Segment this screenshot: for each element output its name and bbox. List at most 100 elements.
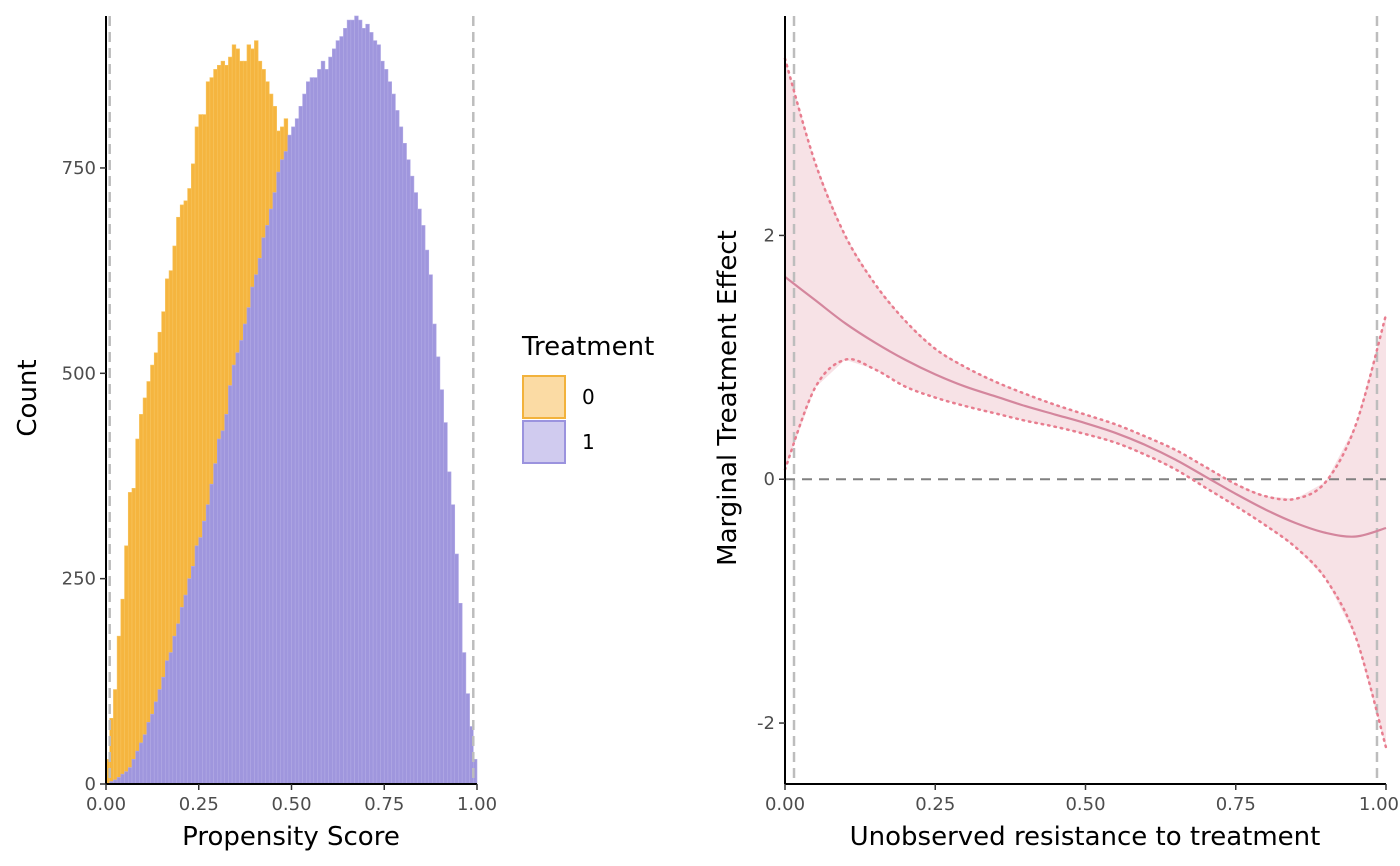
mte-y-tick-label: -2 bbox=[757, 713, 775, 734]
histogram-bar-0 bbox=[131, 487, 136, 785]
mte-y-tick-label: 2 bbox=[764, 225, 775, 246]
histogram-x-tick-label: 1.00 bbox=[457, 794, 497, 815]
histogram-bar-1 bbox=[328, 56, 333, 785]
treatment-legend: Treatment 0 1 bbox=[521, 332, 654, 464]
histogram-y-tick-label: 500 bbox=[62, 363, 96, 384]
histogram-bar-1 bbox=[335, 40, 341, 785]
histogram-bar-1 bbox=[439, 389, 444, 785]
histogram-bar-1 bbox=[224, 414, 229, 785]
histogram-bar-1 bbox=[176, 623, 181, 785]
histogram-x-axis-title: Propensity Score bbox=[182, 822, 400, 852]
histogram-bar-1 bbox=[383, 69, 389, 785]
histogram-bar-1 bbox=[443, 422, 448, 785]
histogram-bar-1 bbox=[142, 734, 148, 785]
histogram-bar-1 bbox=[354, 15, 359, 785]
histogram-x-tick-label: 0.00 bbox=[86, 794, 126, 815]
histogram-bar-1 bbox=[213, 463, 218, 785]
histogram-bar-1 bbox=[220, 430, 226, 785]
mte-x-tick-label: 0.00 bbox=[765, 794, 805, 815]
histogram-bar-1 bbox=[458, 602, 463, 785]
legend-label-treatment-0: 0 bbox=[582, 385, 595, 409]
histogram-bar-0 bbox=[135, 438, 140, 785]
histogram-bar-1 bbox=[250, 286, 255, 785]
mte-y-ticks: -2 0 2 bbox=[757, 225, 785, 734]
propensity-histogram-panel: 0.00 0.25 0.50 0.75 1.00 0 250 500 750 Propensi… bbox=[13, 15, 497, 852]
histogram-bar-1 bbox=[283, 151, 289, 785]
mte-estimate-line bbox=[784, 276, 1387, 538]
histogram-bar-1 bbox=[183, 594, 188, 785]
histogram-bar-1 bbox=[205, 504, 211, 785]
histogram-bar-1 bbox=[168, 652, 174, 785]
histogram-bar-1 bbox=[372, 40, 378, 785]
histogram-bar-1 bbox=[146, 722, 151, 785]
mte-curve-panel: 0.00 0.25 0.50 0.75 1.00 -2 0 2 Unobserved res… bbox=[713, 16, 1399, 852]
histogram-bar-0 bbox=[113, 689, 118, 785]
histogram-bar-1 bbox=[346, 19, 352, 785]
histogram-bar-1 bbox=[124, 771, 129, 785]
histogram-bar-1 bbox=[461, 652, 467, 785]
histogram-bar-1 bbox=[380, 60, 385, 785]
histogram-bar-1 bbox=[272, 192, 277, 785]
histogram-bar-1 bbox=[228, 385, 233, 785]
histogram-bar-1 bbox=[357, 19, 363, 785]
histogram-bar-1 bbox=[365, 23, 370, 785]
legend-label-treatment-1: 1 bbox=[582, 430, 595, 454]
histogram-y-tick-label: 0 bbox=[85, 774, 96, 795]
legend-key-treatment-1 bbox=[522, 420, 566, 464]
histogram-bar-1 bbox=[254, 274, 259, 785]
mte-lower-ci-line bbox=[783, 357, 1388, 749]
legend-key-treatment-0 bbox=[522, 375, 566, 419]
histogram-bar-1 bbox=[417, 208, 422, 785]
histogram-bar-1 bbox=[428, 274, 433, 785]
mte-x-axis-title: Unobserved resistance to treatment bbox=[850, 822, 1321, 852]
histogram-x-tick-label: 0.75 bbox=[364, 794, 404, 815]
histogram-bar-0 bbox=[124, 545, 129, 785]
histogram-bar-1 bbox=[246, 307, 251, 785]
histogram-bar-1 bbox=[287, 134, 292, 785]
histogram-bar-1 bbox=[261, 237, 266, 785]
histogram-bar-1 bbox=[131, 759, 136, 785]
histogram-y-tick-label: 750 bbox=[62, 158, 96, 179]
histogram-x-ticks: 0.00 0.25 0.50 0.75 1.00 bbox=[86, 784, 497, 815]
histogram-bar-1 bbox=[265, 225, 270, 785]
histogram-bar-0 bbox=[116, 635, 122, 785]
histogram-bar-1 bbox=[298, 106, 303, 785]
histogram-bar-1 bbox=[291, 126, 296, 785]
histogram-bar-1 bbox=[343, 28, 348, 785]
histogram-bar-1 bbox=[409, 175, 415, 785]
histogram-bar-1 bbox=[424, 249, 430, 785]
histogram-bar-1 bbox=[332, 48, 337, 785]
mte-x-tick-label: 1.00 bbox=[1359, 794, 1399, 815]
histogram-bar-1 bbox=[413, 192, 418, 785]
histogram-bar-1 bbox=[398, 126, 404, 785]
histogram-bar-1 bbox=[202, 520, 207, 785]
histogram-x-tick-label: 0.50 bbox=[271, 794, 311, 815]
histogram-bar-1 bbox=[432, 323, 437, 785]
histogram-bar-1 bbox=[402, 143, 407, 785]
histogram-bar-1 bbox=[165, 660, 170, 785]
mte-x-ticks: 0.00 0.25 0.50 0.75 1.00 bbox=[765, 784, 1399, 815]
histogram-bar-1 bbox=[361, 28, 366, 785]
histogram-bar-1 bbox=[280, 159, 285, 785]
histogram-x-tick-label: 0.25 bbox=[179, 794, 219, 815]
histogram-bar-1 bbox=[391, 93, 396, 785]
histogram-bar-1 bbox=[450, 504, 456, 785]
histogram-bar-1 bbox=[435, 356, 441, 785]
histogram-bar-1 bbox=[395, 110, 400, 785]
histogram-bar-1 bbox=[179, 607, 185, 785]
histogram-bar-1 bbox=[231, 364, 237, 785]
histogram-bar-0 bbox=[139, 414, 144, 785]
histogram-bar-1 bbox=[150, 713, 155, 785]
histogram-bar-1 bbox=[120, 773, 125, 785]
histogram-bar-1 bbox=[239, 340, 244, 785]
histogram-bar-1 bbox=[317, 69, 322, 785]
histogram-bar-1 bbox=[242, 323, 248, 785]
histogram-bar-1 bbox=[320, 60, 326, 785]
histogram-bar-1 bbox=[376, 44, 381, 785]
histogram-bar-1 bbox=[191, 566, 196, 785]
legend-title: Treatment bbox=[521, 332, 654, 362]
histogram-bar-0 bbox=[127, 492, 133, 785]
mte-y-tick-label: 0 bbox=[764, 469, 775, 490]
histogram-bar-1 bbox=[309, 77, 315, 785]
